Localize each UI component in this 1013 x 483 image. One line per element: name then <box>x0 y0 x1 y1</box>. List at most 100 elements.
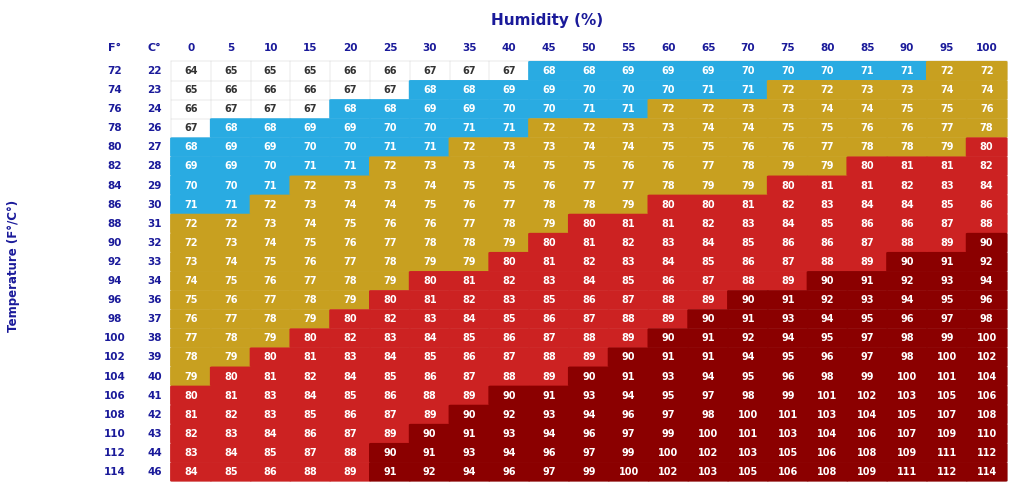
Text: 85: 85 <box>940 199 953 210</box>
Text: 79: 79 <box>304 314 317 324</box>
Text: 31: 31 <box>147 219 162 229</box>
Text: 79: 79 <box>502 238 516 248</box>
Text: 108: 108 <box>104 410 126 420</box>
FancyBboxPatch shape <box>409 462 451 482</box>
FancyBboxPatch shape <box>965 405 1008 424</box>
FancyBboxPatch shape <box>926 271 967 291</box>
Text: 67: 67 <box>263 104 278 114</box>
Text: 81: 81 <box>184 410 198 420</box>
Text: 73: 73 <box>502 142 516 152</box>
Text: 71: 71 <box>901 66 914 76</box>
Text: 77: 77 <box>304 276 317 286</box>
FancyBboxPatch shape <box>170 367 212 386</box>
FancyBboxPatch shape <box>687 328 729 348</box>
FancyBboxPatch shape <box>210 385 251 405</box>
FancyBboxPatch shape <box>409 99 451 119</box>
FancyBboxPatch shape <box>249 195 292 214</box>
Text: 85: 85 <box>622 276 635 286</box>
Text: 73: 73 <box>304 199 317 210</box>
Text: 66: 66 <box>304 85 317 95</box>
Text: 89: 89 <box>463 391 476 401</box>
Text: 88: 88 <box>901 238 914 248</box>
Text: 83: 83 <box>661 238 676 248</box>
Text: 81: 81 <box>582 238 596 248</box>
Text: 83: 83 <box>224 429 238 439</box>
Text: 94: 94 <box>463 467 476 477</box>
FancyBboxPatch shape <box>965 233 1008 253</box>
Text: 87: 87 <box>463 371 476 382</box>
FancyBboxPatch shape <box>249 233 292 253</box>
Text: 90: 90 <box>502 391 516 401</box>
FancyBboxPatch shape <box>528 156 570 176</box>
Text: 91: 91 <box>701 333 715 343</box>
Text: 73: 73 <box>423 161 437 171</box>
FancyBboxPatch shape <box>488 233 530 253</box>
FancyBboxPatch shape <box>170 156 212 176</box>
FancyBboxPatch shape <box>170 385 212 405</box>
Text: 68: 68 <box>263 123 278 133</box>
FancyBboxPatch shape <box>647 175 689 195</box>
FancyBboxPatch shape <box>647 328 689 348</box>
Text: 66: 66 <box>224 85 237 95</box>
Text: 71: 71 <box>861 66 874 76</box>
Text: 69: 69 <box>304 123 317 133</box>
FancyBboxPatch shape <box>488 271 530 291</box>
Text: 74: 74 <box>184 276 198 286</box>
Text: 81: 81 <box>304 353 317 362</box>
FancyBboxPatch shape <box>290 290 331 310</box>
Text: 80: 80 <box>343 314 357 324</box>
FancyBboxPatch shape <box>965 347 1008 367</box>
Text: 84: 84 <box>781 219 794 229</box>
FancyBboxPatch shape <box>369 252 411 271</box>
Text: 89: 89 <box>701 295 715 305</box>
Text: 73: 73 <box>542 142 556 152</box>
FancyBboxPatch shape <box>608 118 649 138</box>
Text: 76: 76 <box>781 142 794 152</box>
FancyBboxPatch shape <box>687 367 729 386</box>
Text: 75: 75 <box>582 161 596 171</box>
Text: 90: 90 <box>742 295 755 305</box>
Text: 89: 89 <box>383 429 397 439</box>
Text: 76: 76 <box>304 257 317 267</box>
FancyBboxPatch shape <box>568 271 610 291</box>
Text: 82: 82 <box>304 371 317 382</box>
Text: 10: 10 <box>263 43 278 53</box>
FancyBboxPatch shape <box>847 61 888 81</box>
FancyBboxPatch shape <box>926 309 967 329</box>
FancyBboxPatch shape <box>965 290 1008 310</box>
FancyBboxPatch shape <box>886 309 928 329</box>
FancyBboxPatch shape <box>687 214 729 233</box>
FancyBboxPatch shape <box>409 290 451 310</box>
Text: 109: 109 <box>857 467 877 477</box>
FancyBboxPatch shape <box>210 175 251 195</box>
Text: 68: 68 <box>422 85 437 95</box>
FancyBboxPatch shape <box>806 156 849 176</box>
FancyBboxPatch shape <box>687 99 729 119</box>
FancyBboxPatch shape <box>210 462 251 482</box>
FancyBboxPatch shape <box>488 252 530 271</box>
FancyBboxPatch shape <box>210 118 251 138</box>
Text: 96: 96 <box>582 429 596 439</box>
Text: 84: 84 <box>701 238 715 248</box>
FancyBboxPatch shape <box>926 367 967 386</box>
Text: 74: 74 <box>821 104 835 114</box>
FancyBboxPatch shape <box>767 309 808 329</box>
Text: 81: 81 <box>422 295 437 305</box>
FancyBboxPatch shape <box>409 443 451 463</box>
FancyBboxPatch shape <box>329 309 371 329</box>
Text: 83: 83 <box>343 353 357 362</box>
FancyBboxPatch shape <box>290 137 331 157</box>
FancyBboxPatch shape <box>210 156 251 176</box>
FancyBboxPatch shape <box>290 214 331 233</box>
FancyBboxPatch shape <box>806 233 849 253</box>
Text: 88: 88 <box>581 333 596 343</box>
Text: 42: 42 <box>147 410 162 420</box>
FancyBboxPatch shape <box>727 443 769 463</box>
Text: 75: 75 <box>780 43 795 53</box>
Text: 79: 79 <box>742 181 755 191</box>
Text: 84: 84 <box>860 199 874 210</box>
FancyBboxPatch shape <box>727 252 769 271</box>
Text: 70: 70 <box>781 66 794 76</box>
Text: 92: 92 <box>742 333 755 343</box>
Text: 71: 71 <box>184 199 198 210</box>
